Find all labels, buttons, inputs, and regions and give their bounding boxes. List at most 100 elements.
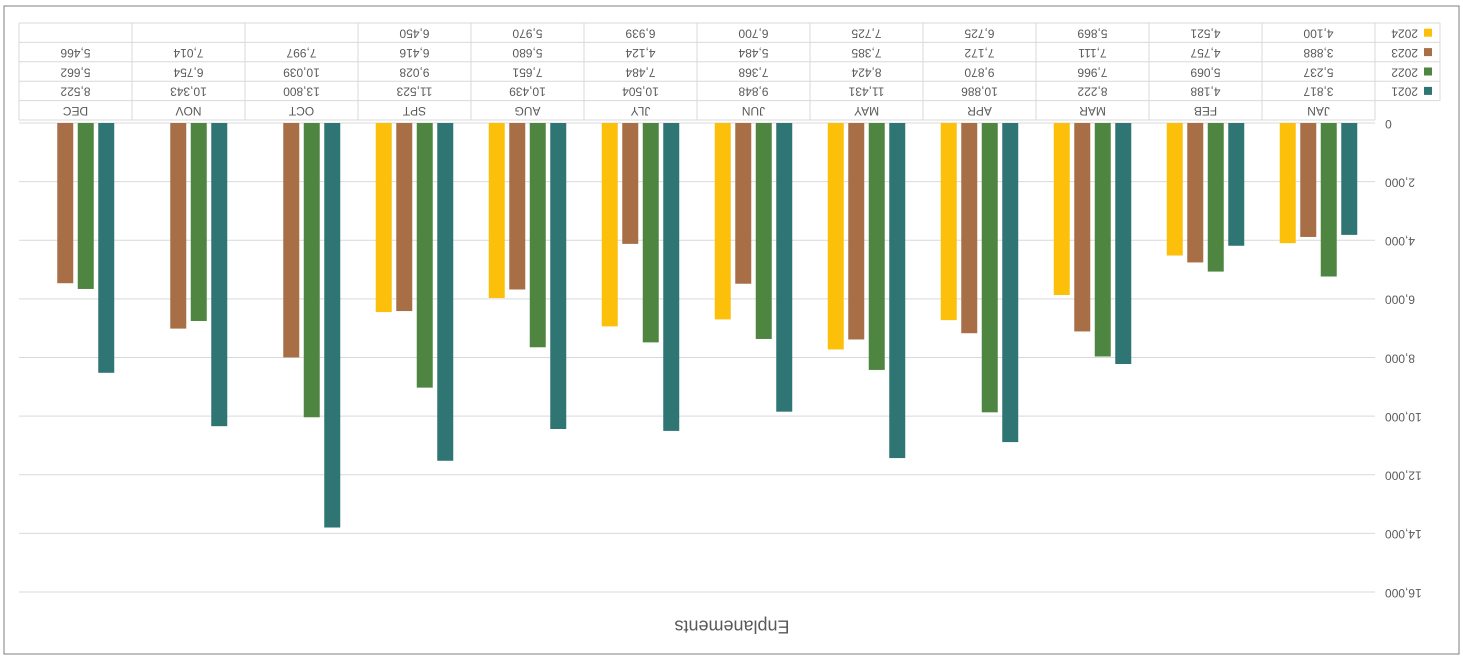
bar xyxy=(848,123,865,340)
table-value: 8,222 xyxy=(1077,85,1107,99)
bar xyxy=(529,123,546,348)
table-value: 5,466 xyxy=(60,46,90,60)
table-value: 10,039 xyxy=(283,65,320,79)
table-value: 6,700 xyxy=(738,27,768,41)
bar xyxy=(1341,123,1358,235)
table-value: 6,939 xyxy=(625,27,655,41)
bar xyxy=(981,123,998,413)
bar xyxy=(622,123,639,244)
category-label: MAY xyxy=(854,104,879,118)
y-tick-label: 16,000 xyxy=(1385,586,1422,600)
table-value: 11,431 xyxy=(848,85,884,99)
table-value: 10,343 xyxy=(170,85,207,99)
table-value: 10,504 xyxy=(622,85,659,99)
table-value: 3,817 xyxy=(1303,85,1333,99)
table-value: 6,754 xyxy=(173,65,203,79)
bar xyxy=(1094,123,1111,357)
category-label: APR xyxy=(967,104,992,118)
table-value: 4,124 xyxy=(625,46,655,60)
table-value: 10,886 xyxy=(961,85,998,99)
table-value: 5,237 xyxy=(1303,65,1333,79)
bar xyxy=(735,123,752,284)
table-value: 7,368 xyxy=(738,65,768,79)
bar xyxy=(642,123,659,343)
bar xyxy=(57,123,74,284)
table-value: 4,757 xyxy=(1190,46,1220,60)
category-label: JUN xyxy=(742,104,765,118)
bar xyxy=(1300,123,1317,237)
table-value: 5,680 xyxy=(512,46,542,60)
table-value: 9,870 xyxy=(964,65,994,79)
bar xyxy=(324,123,341,528)
table-value: 7,725 xyxy=(851,27,881,41)
bar xyxy=(1166,123,1183,256)
bar xyxy=(98,123,115,373)
bar xyxy=(868,123,885,370)
category-label: JAN xyxy=(1307,104,1330,118)
table-value: 9,848 xyxy=(738,85,768,99)
bar xyxy=(303,123,320,418)
y-tick-label: 2,000 xyxy=(1385,175,1415,189)
bar xyxy=(437,123,454,461)
bar xyxy=(1074,123,1091,332)
y-tick-label: 10,000 xyxy=(1385,410,1422,424)
y-tick-label: 8,000 xyxy=(1385,351,1415,365)
bar xyxy=(940,123,957,321)
category-label: DEC xyxy=(63,104,89,118)
bar xyxy=(396,123,413,312)
y-tick-label: 0 xyxy=(1385,117,1392,131)
bar xyxy=(714,123,731,320)
category-label: FEB xyxy=(1194,104,1217,118)
table-value: 11,523 xyxy=(396,85,432,99)
table-value: 9,028 xyxy=(399,65,429,79)
legend-label: 2023 xyxy=(1391,46,1418,60)
table-value: 4,188 xyxy=(1190,85,1220,99)
chart-border xyxy=(3,5,1460,655)
category-label: SPT xyxy=(402,104,426,118)
table-value: 7,966 xyxy=(1077,65,1107,79)
table-value: 7,111 xyxy=(1078,46,1107,60)
category-label: MAR xyxy=(1079,104,1106,118)
legend-key xyxy=(1424,86,1432,95)
bar xyxy=(211,123,228,427)
bar xyxy=(1320,123,1337,277)
bar xyxy=(283,123,300,358)
table-value: 5,970 xyxy=(512,27,542,41)
table-value: 3,888 xyxy=(1303,46,1333,60)
legend-label: 2022 xyxy=(1391,65,1418,79)
legend-key xyxy=(1424,28,1432,37)
bar xyxy=(1115,123,1132,365)
bar xyxy=(1053,123,1070,296)
bar xyxy=(77,123,94,289)
bar xyxy=(1002,123,1019,443)
bar xyxy=(416,123,433,388)
bar xyxy=(755,123,772,339)
bar xyxy=(1207,123,1224,272)
category-label: NOV xyxy=(175,104,201,118)
table-value: 6,416 xyxy=(399,46,429,60)
table-value: 7,484 xyxy=(625,65,655,79)
chart-title: Enplanements xyxy=(674,616,789,636)
table-value: 13,800 xyxy=(283,85,320,99)
y-tick-label: 4,000 xyxy=(1385,234,1415,248)
y-tick-label: 12,000 xyxy=(1385,469,1422,483)
table-value: 5,662 xyxy=(60,65,90,79)
legend-label: 2024 xyxy=(1391,27,1418,41)
table-value: 7,385 xyxy=(851,46,881,60)
table-value: 6,450 xyxy=(399,27,429,41)
bar xyxy=(827,123,844,350)
legend-label: 2021 xyxy=(1391,85,1418,99)
legend-key xyxy=(1424,67,1432,76)
category-label: JLY xyxy=(631,104,651,118)
table-value: 5,869 xyxy=(1077,27,1107,41)
bar xyxy=(776,123,793,412)
table-value: 7,651 xyxy=(512,65,542,79)
category-label: OCT xyxy=(288,104,314,118)
bar xyxy=(550,123,567,429)
bar xyxy=(1187,123,1204,263)
category-label: AUG xyxy=(514,104,540,118)
bar xyxy=(375,123,392,313)
table-value: 4,521 xyxy=(1190,27,1220,41)
bar xyxy=(889,123,906,459)
